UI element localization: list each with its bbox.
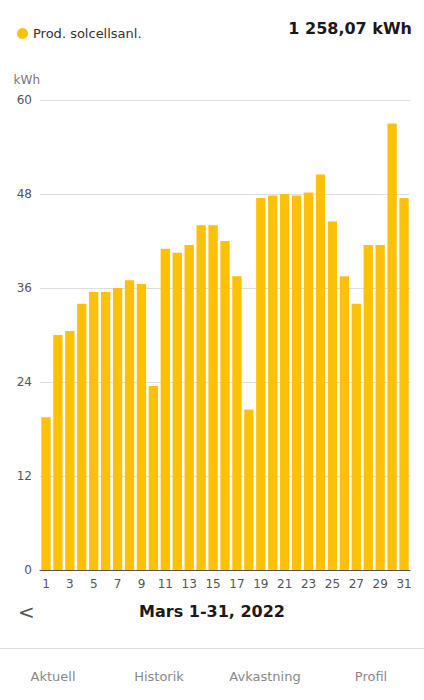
svg-text:27: 27	[349, 577, 364, 591]
svg-text:29: 29	[373, 577, 388, 591]
svg-text:3: 3	[66, 577, 74, 591]
svg-text:kWh: kWh	[14, 73, 40, 87]
svg-text:13: 13	[182, 577, 197, 591]
svg-text:9: 9	[138, 577, 146, 591]
svg-text:15: 15	[205, 577, 220, 591]
svg-text:Profil: Profil	[355, 669, 387, 684]
svg-text:24: 24	[17, 375, 32, 389]
svg-text:36: 36	[17, 281, 32, 295]
svg-text:Historik: Historik	[134, 669, 184, 684]
svg-text:1 258,07 kWh: 1 258,07 kWh	[288, 19, 412, 38]
svg-text:Mars 1-31, 2022: Mars 1-31, 2022	[139, 602, 285, 621]
svg-text:11: 11	[158, 577, 173, 591]
svg-text:1: 1	[42, 577, 50, 591]
svg-text:5: 5	[90, 577, 98, 591]
svg-text:25: 25	[325, 577, 340, 591]
svg-text:48: 48	[17, 187, 32, 201]
svg-text:0: 0	[24, 563, 32, 577]
svg-text:Aktuell: Aktuell	[31, 669, 76, 684]
svg-text:17: 17	[229, 577, 244, 591]
svg-text:19: 19	[253, 577, 268, 591]
svg-text:31: 31	[396, 577, 411, 591]
svg-text:23: 23	[301, 577, 316, 591]
svg-text:<: <	[18, 600, 35, 624]
svg-text:12: 12	[17, 469, 32, 483]
svg-text:7: 7	[114, 577, 122, 591]
svg-text:Prod. solcellsanl.: Prod. solcellsanl.	[33, 26, 142, 41]
svg-text:Avkastning: Avkastning	[229, 669, 300, 684]
svg-text:60: 60	[17, 93, 32, 107]
svg-text:21: 21	[277, 577, 292, 591]
